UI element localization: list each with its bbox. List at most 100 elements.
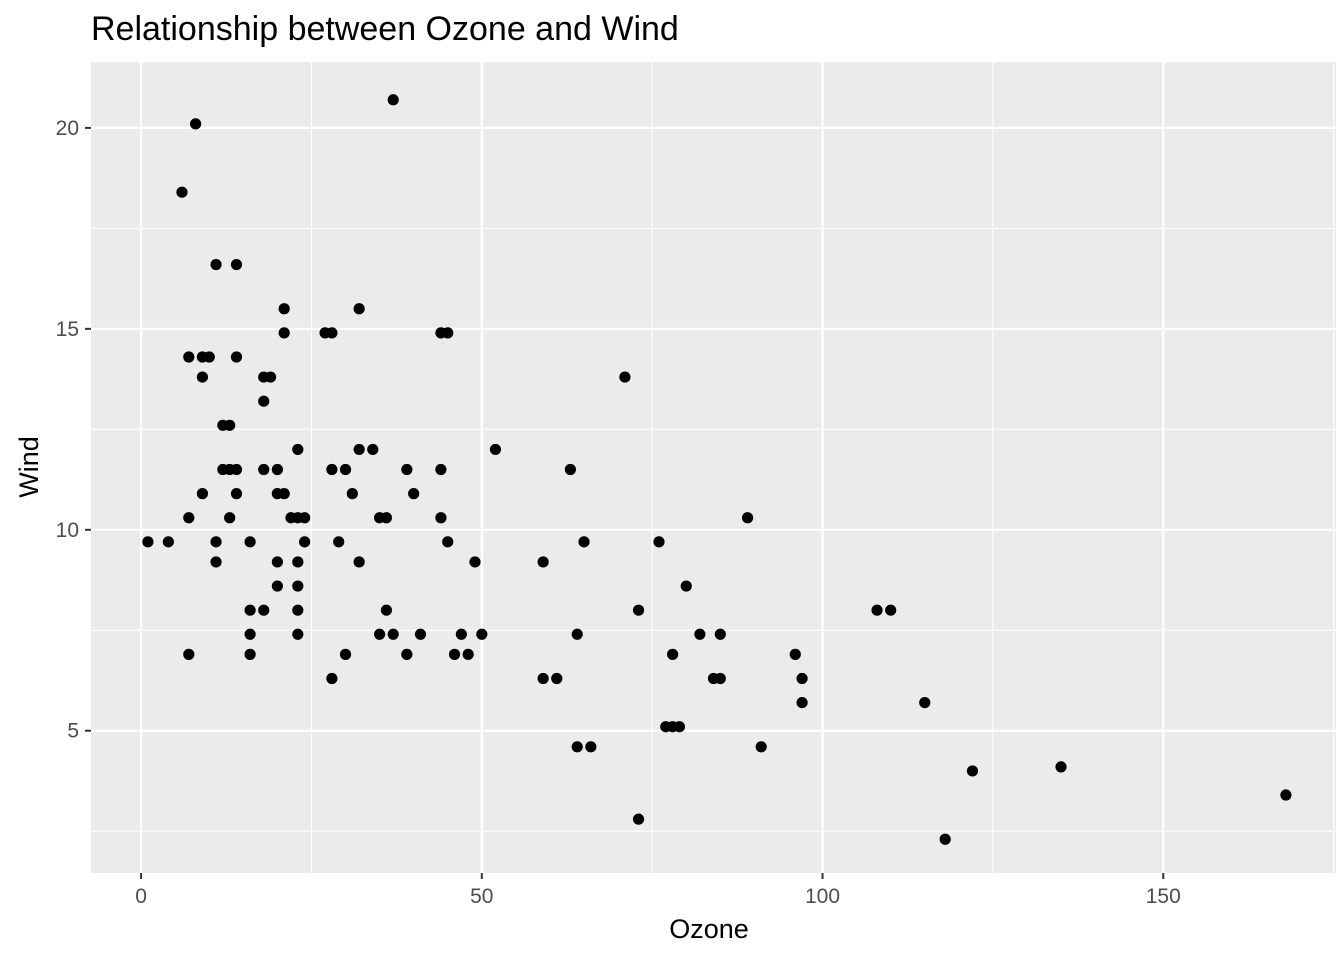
data-point <box>462 648 474 660</box>
minor-gridlines <box>91 62 1336 873</box>
data-point <box>339 463 352 476</box>
data-point <box>224 512 236 524</box>
data-point <box>230 351 243 363</box>
data-point <box>632 604 645 616</box>
data-point <box>789 648 801 660</box>
x-tick-label: 100 <box>805 885 840 908</box>
data-point <box>939 833 951 845</box>
data-point <box>292 604 304 616</box>
data-point <box>278 303 290 315</box>
data-point <box>551 672 563 685</box>
data-point <box>537 556 549 568</box>
data-point <box>448 648 461 660</box>
data-point <box>183 512 195 524</box>
data-point <box>230 463 243 476</box>
data-point <box>292 580 304 592</box>
data-point <box>414 628 427 640</box>
data-point <box>190 118 202 130</box>
data-point <box>271 463 283 476</box>
data-point <box>667 648 679 660</box>
data-point <box>367 443 379 456</box>
y-tick-label: 15 <box>56 318 79 341</box>
data-point <box>353 303 365 315</box>
chart-title: Relationship between Ozone and Wind <box>91 10 679 48</box>
data-point <box>326 672 338 685</box>
data-point <box>183 351 195 363</box>
data-point <box>278 327 290 339</box>
data-point <box>435 463 447 476</box>
data-point <box>244 604 256 616</box>
data-point <box>673 721 686 733</box>
data-point <box>632 813 645 825</box>
data-point <box>380 512 393 524</box>
data-point <box>183 648 195 660</box>
data-point <box>196 488 209 500</box>
data-point <box>258 463 270 476</box>
data-point <box>408 488 420 500</box>
y-axis-title: Wind <box>14 436 44 498</box>
data-point <box>230 258 243 271</box>
plot-panel <box>91 62 1336 873</box>
data-point <box>224 419 236 431</box>
data-point <box>258 395 270 407</box>
data-point <box>244 628 256 640</box>
data-point <box>387 94 399 106</box>
data-point <box>537 672 549 685</box>
data-point <box>435 512 447 524</box>
data-point <box>1055 761 1067 773</box>
data-point <box>741 512 754 524</box>
y-axis: 5 10 15 20 <box>56 117 91 743</box>
data-point <box>353 556 365 568</box>
data-point <box>196 371 209 383</box>
major-gridlines <box>91 62 1336 873</box>
data-point <box>258 604 270 616</box>
y-tick-label: 10 <box>56 519 79 542</box>
data-point <box>469 556 481 568</box>
data-point <box>333 536 345 548</box>
data-point <box>476 628 488 640</box>
data-point <box>210 258 222 271</box>
data-point <box>1280 789 1292 801</box>
data-point <box>871 604 883 616</box>
data-point <box>373 628 386 640</box>
data-point <box>680 580 692 592</box>
data-point <box>885 604 897 616</box>
x-tick-label: 150 <box>1146 885 1181 908</box>
data-point <box>210 536 222 548</box>
y-tick-label: 5 <box>67 720 79 743</box>
data-point <box>401 648 413 660</box>
data-point <box>387 628 399 640</box>
data-point <box>271 580 283 592</box>
data-point <box>401 463 413 476</box>
data-point <box>292 443 304 456</box>
data-point <box>380 604 393 616</box>
data-point <box>244 648 256 660</box>
data-point <box>292 628 304 640</box>
x-tick-label: 50 <box>470 885 493 908</box>
data-point <box>489 443 502 456</box>
data-point <box>442 327 454 339</box>
data-point <box>694 628 706 640</box>
data-point <box>271 556 283 568</box>
y-tick-label: 20 <box>56 117 79 140</box>
data-point <box>571 741 583 753</box>
data-points <box>142 94 1292 845</box>
data-point <box>442 536 454 548</box>
x-axis: 0 50 100 150 <box>135 873 1181 908</box>
data-point <box>796 697 808 709</box>
data-point <box>578 536 590 548</box>
data-point <box>210 556 222 568</box>
data-point <box>619 371 631 383</box>
data-point <box>203 351 215 363</box>
data-point <box>339 648 352 660</box>
data-point <box>326 327 338 339</box>
x-axis-title: Ozone <box>669 914 749 944</box>
data-point <box>796 672 808 685</box>
data-point <box>755 741 767 753</box>
data-point <box>264 371 277 383</box>
data-point <box>244 536 256 548</box>
data-point <box>299 536 311 548</box>
data-point <box>326 463 338 476</box>
data-point <box>230 488 243 500</box>
